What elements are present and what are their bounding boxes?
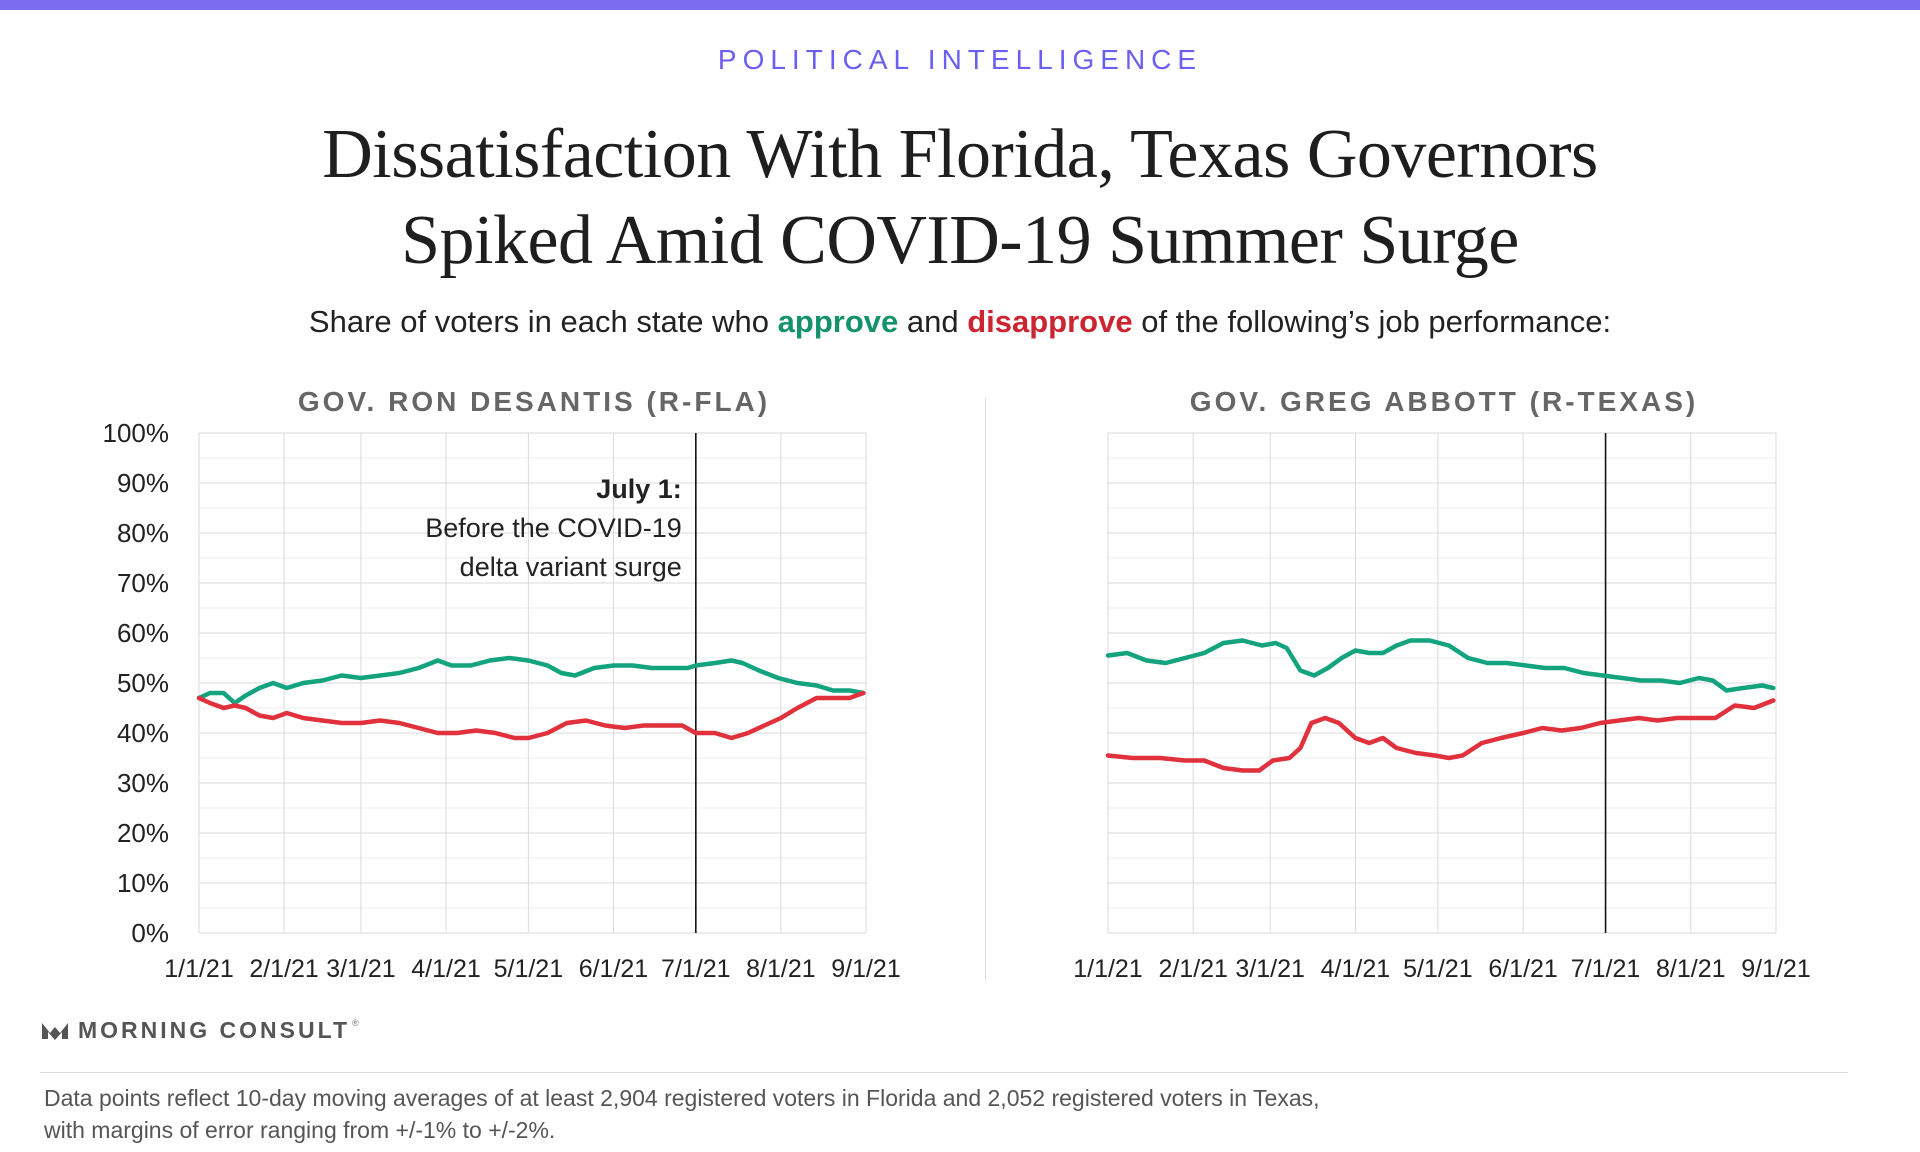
series-line-approve-desantis bbox=[196, 655, 866, 706]
x-tick-label-desantis: 6/1/21 bbox=[579, 955, 649, 983]
annotation-line-1: Before the COVID-19 bbox=[425, 513, 682, 543]
subtitle-pre: Share of voters in each state who bbox=[308, 304, 778, 339]
x-tick-label-desantis: 5/1/21 bbox=[494, 955, 564, 983]
x-tick-label-abbott: 4/1/21 bbox=[1321, 955, 1391, 983]
logo-trademark: ® bbox=[352, 1017, 359, 1028]
x-tick-label-desantis: 1/1/21 bbox=[164, 955, 234, 983]
footnote: Data points reflect 10-day moving averag… bbox=[44, 1082, 1320, 1146]
y-tick-label: 10% bbox=[117, 868, 169, 898]
annotation-title: July 1: bbox=[596, 474, 682, 504]
morning-consult-logo: MORNING CONSULT ® bbox=[40, 1017, 359, 1044]
x-tick-label-abbott: 9/1/21 bbox=[1741, 955, 1811, 983]
chart-title: Dissatisfaction With Florida, Texas Gove… bbox=[0, 112, 1920, 284]
y-tick-label: 0% bbox=[131, 918, 169, 948]
x-tick-label-desantis: 2/1/21 bbox=[249, 955, 319, 983]
y-tick-label: 40% bbox=[117, 718, 169, 748]
subtitle-mid: and bbox=[898, 304, 968, 339]
section-kicker: POLITICAL INTELLIGENCE bbox=[717, 44, 1203, 75]
chart-subtitle: Share of voters in each state who approv… bbox=[0, 304, 1920, 340]
series-line-approve-abbott bbox=[1105, 638, 1776, 693]
y-tick-label: 70% bbox=[117, 568, 169, 598]
subtitle-post: of the following’s job performance: bbox=[1132, 304, 1612, 339]
x-tick-label-desantis: 9/1/21 bbox=[831, 955, 901, 983]
chart-title-line-2: Spiked Amid COVID-19 Summer Surge bbox=[401, 202, 1519, 279]
x-tick-label-abbott: 5/1/21 bbox=[1403, 955, 1473, 983]
y-tick-label: 90% bbox=[117, 468, 169, 498]
x-tick-label-abbott: 6/1/21 bbox=[1488, 955, 1558, 983]
top-accent-bar bbox=[0, 0, 1920, 10]
x-tick-label-desantis: 7/1/21 bbox=[661, 955, 731, 983]
subtitle-disapprove: disapprove bbox=[967, 304, 1133, 339]
y-tick-label: 100% bbox=[103, 418, 170, 448]
footnote-line-2: with margins of error ranging from +/-1%… bbox=[44, 1117, 556, 1143]
y-tick-label: 60% bbox=[117, 618, 169, 648]
panel-title-desantis: GOV. RON DESANTIS (R-FLA) bbox=[297, 386, 771, 417]
logo-text: MORNING CONSULT bbox=[78, 1017, 351, 1043]
x-tick-label-abbott: 3/1/21 bbox=[1235, 955, 1305, 983]
x-tick-label-desantis: 3/1/21 bbox=[326, 955, 396, 983]
footer-divider bbox=[40, 1072, 1848, 1073]
x-tick-label-abbott: 2/1/21 bbox=[1158, 955, 1228, 983]
x-tick-label-abbott: 8/1/21 bbox=[1656, 955, 1726, 983]
subtitle-approve: approve bbox=[777, 304, 899, 339]
x-tick-label-abbott: 7/1/21 bbox=[1571, 955, 1641, 983]
footnote-line-1: Data points reflect 10-day moving averag… bbox=[44, 1085, 1320, 1111]
morning-consult-mark-icon bbox=[42, 1022, 68, 1040]
charts-canvas: 1/1/21 2/1/21 3/1/21 4/1/21 5/1/21 6/1/21 7/1/… bbox=[103, 418, 1811, 983]
series-line-disapprove-desantis bbox=[196, 690, 866, 741]
chart-title-line-1: Dissatisfaction With Florida, Texas Gove… bbox=[322, 116, 1598, 193]
x-tick-label-abbott: 1/1/21 bbox=[1073, 955, 1143, 983]
y-tick-label: 50% bbox=[117, 668, 169, 698]
annotation-line-2: delta variant surge bbox=[460, 552, 682, 582]
y-tick-label: 80% bbox=[117, 518, 169, 548]
y-tick-label: 20% bbox=[117, 818, 169, 848]
x-tick-label-desantis: 4/1/21 bbox=[411, 955, 481, 983]
x-tick-label-desantis: 8/1/21 bbox=[746, 955, 816, 983]
panel-divider bbox=[985, 398, 986, 981]
series-line-disapprove-abbott bbox=[1105, 698, 1776, 773]
y-tick-label: 30% bbox=[117, 768, 169, 798]
panel-title-abbott: GOV. GREG ABBOTT (R-TEXAS) bbox=[1189, 386, 1699, 417]
